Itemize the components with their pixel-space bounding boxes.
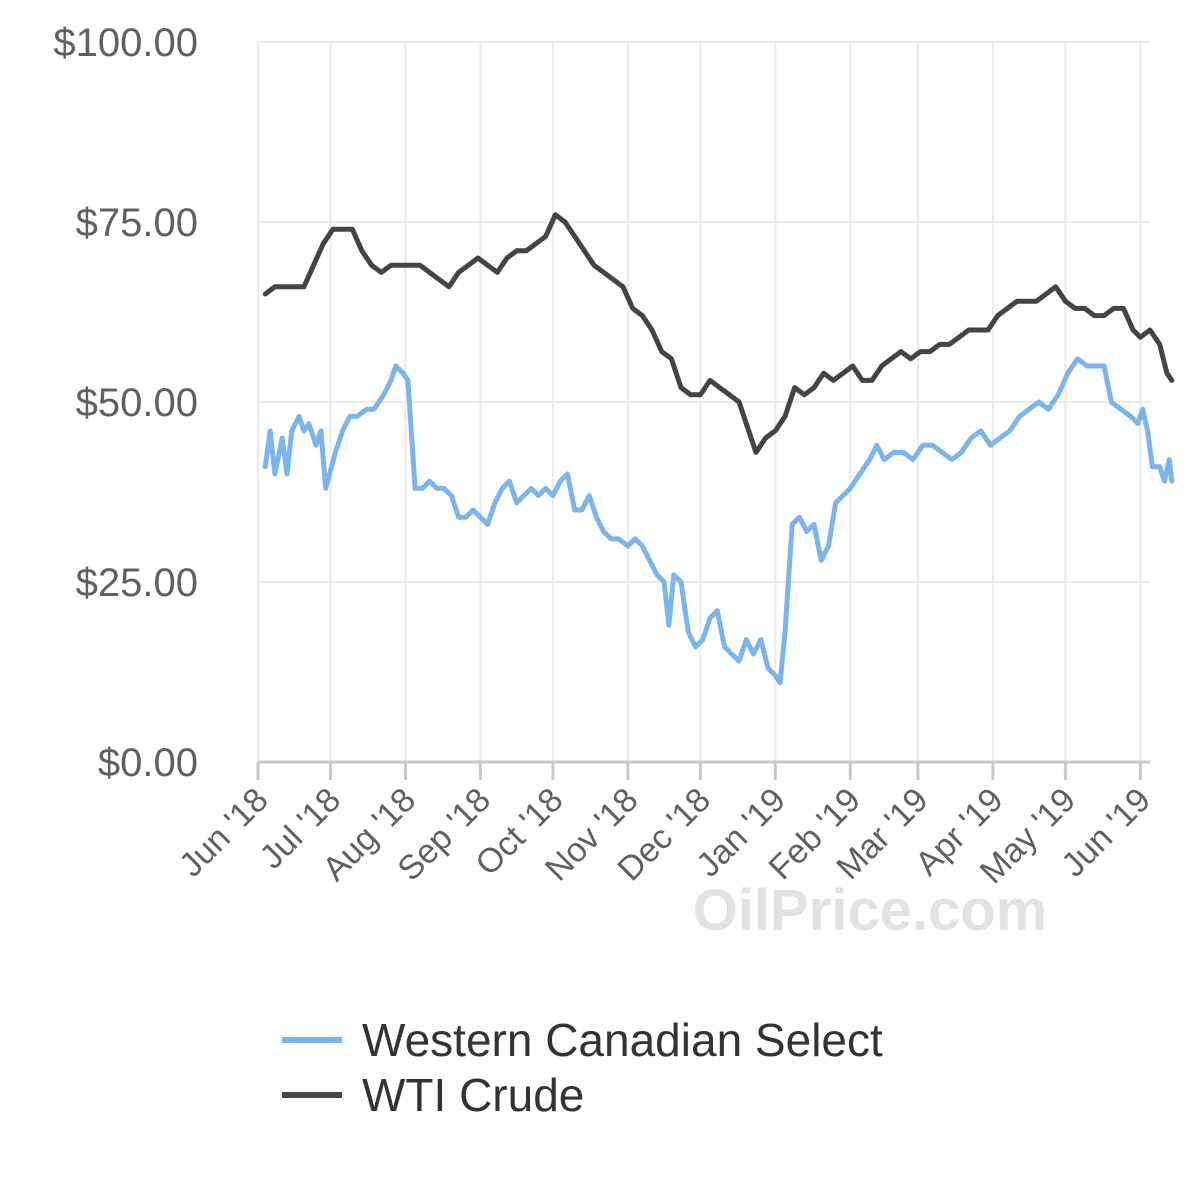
y-tick-label: $75.00 [76,201,198,245]
y-tick-label: $0.00 [98,741,198,785]
y-tick-label: $25.00 [76,561,198,605]
series-lines [262,212,1175,686]
grid [257,41,1150,762]
x-tick-label: Jun '18 [172,781,276,885]
legend-item[interactable]: WTI Crude [282,1069,584,1121]
axes [256,760,1150,780]
y-tick-label: $50.00 [76,381,198,425]
legend-label: Western Canadian Select [362,1014,883,1066]
legend-item[interactable]: Western Canadian Select [282,1014,883,1066]
y-tick-label: $100.00 [53,21,198,65]
y-axis-tick-labels: $0.00 $25.00 $50.00 $75.00 $100.00 [53,21,198,785]
legend-label: WTI Crude [362,1069,584,1121]
watermark: OilPrice.com [693,878,1048,943]
series-line-wti-crude [262,212,1175,455]
series-line-western-canadian-select [262,356,1175,686]
